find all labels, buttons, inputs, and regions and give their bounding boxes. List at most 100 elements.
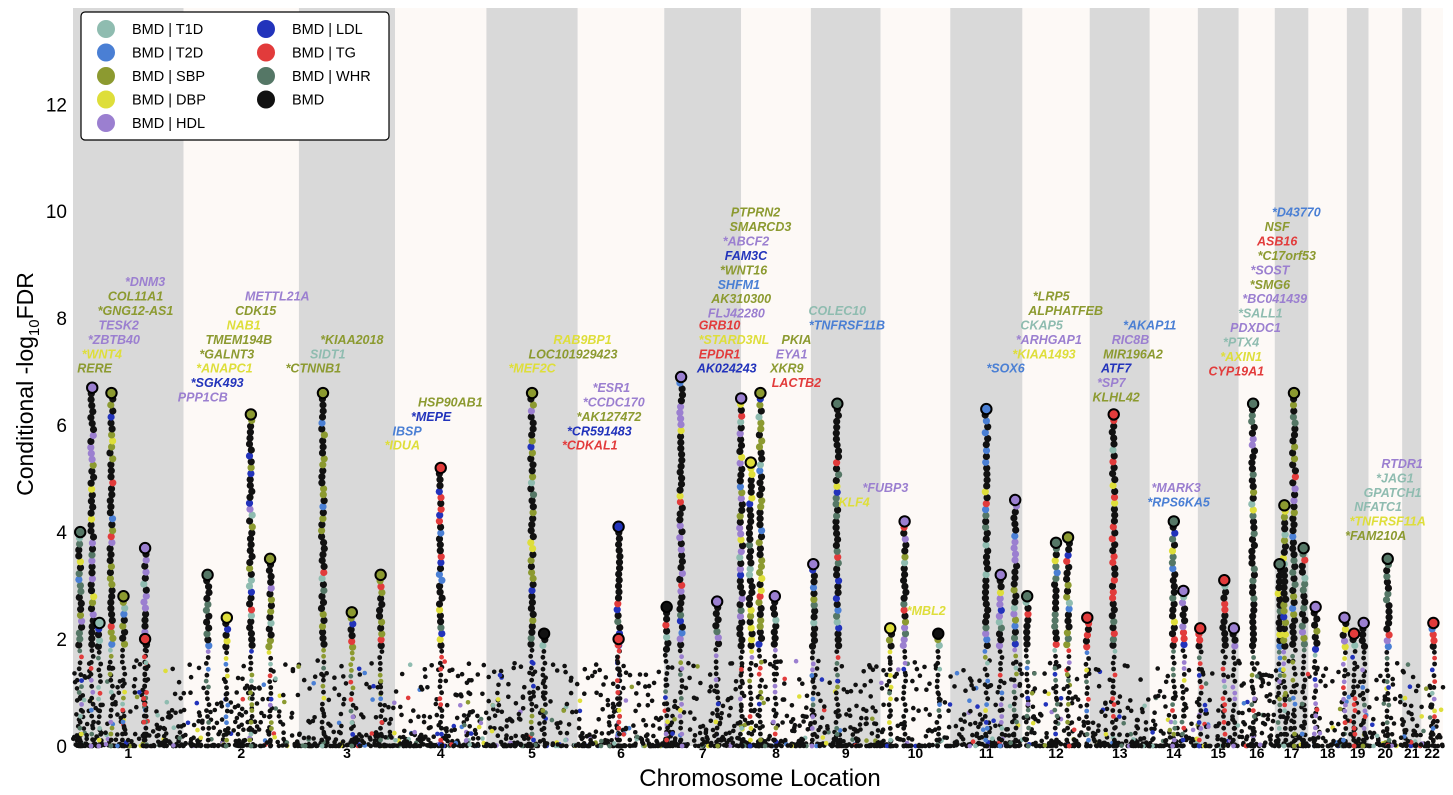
column-point — [529, 580, 537, 589]
background-point — [470, 709, 476, 714]
column-point — [1025, 707, 1031, 713]
column-point — [1171, 684, 1177, 690]
background-point — [558, 730, 563, 736]
background-point — [332, 686, 337, 691]
column-point — [1352, 696, 1358, 702]
column-point — [527, 407, 536, 415]
background-point — [650, 723, 656, 728]
column-point — [319, 598, 328, 607]
gene-label: *TNFRSF11B — [809, 318, 885, 332]
column-point — [1293, 647, 1298, 653]
column-point — [1280, 589, 1288, 598]
column-point — [679, 684, 685, 689]
column-point — [983, 529, 991, 537]
column-point — [901, 547, 909, 555]
background-point — [1392, 696, 1398, 702]
column-point — [748, 725, 754, 731]
background-point — [289, 715, 294, 720]
background-point — [864, 708, 869, 714]
background-point — [491, 706, 496, 712]
column-point — [1299, 731, 1305, 737]
column-point — [832, 429, 840, 437]
column-point — [96, 649, 102, 655]
column-point — [756, 671, 762, 677]
column-point — [79, 654, 84, 660]
column-point — [1276, 642, 1284, 650]
column-point — [1110, 576, 1118, 584]
background-point — [917, 673, 923, 678]
background-point — [967, 698, 972, 703]
column-point — [887, 714, 892, 719]
column-point — [1111, 714, 1116, 719]
gene-label: RIC8B — [1112, 333, 1150, 347]
background-point — [1323, 683, 1328, 689]
column-point — [438, 594, 446, 602]
column-point — [1170, 743, 1175, 749]
column-point — [1352, 666, 1357, 672]
column-point — [1220, 696, 1226, 701]
background-point — [215, 743, 221, 748]
column-point — [615, 737, 621, 743]
column-point — [435, 517, 443, 525]
column-point — [901, 690, 907, 696]
column-point — [1108, 612, 1116, 620]
gene-label: *KIAA2018 — [320, 333, 383, 347]
background-point — [185, 720, 191, 726]
background-point — [708, 743, 714, 748]
column-point — [121, 713, 127, 719]
background-point — [707, 672, 713, 677]
column-point — [678, 629, 686, 637]
column-point — [1276, 595, 1284, 604]
column-point — [378, 684, 384, 690]
column-point — [1023, 622, 1031, 630]
background-point — [854, 743, 859, 749]
column-point — [737, 606, 745, 615]
column-point — [1249, 630, 1257, 638]
peak-point-12 — [345, 606, 359, 619]
background-point — [1261, 712, 1267, 718]
background-point — [353, 735, 359, 740]
column-point — [1023, 628, 1031, 636]
column-point — [746, 565, 754, 573]
column-point — [903, 678, 908, 684]
column-point — [1351, 743, 1357, 749]
column-point — [1249, 624, 1257, 632]
background-point — [641, 717, 646, 723]
background-point — [1019, 671, 1024, 677]
column-point — [1283, 720, 1289, 725]
column-point — [1024, 713, 1030, 719]
peak-point-50 — [1338, 611, 1351, 624]
column-point — [1065, 623, 1073, 631]
column-point — [1086, 737, 1091, 743]
background-point — [963, 688, 968, 693]
background-point — [233, 719, 238, 725]
column-point — [996, 600, 1004, 609]
column-point — [1051, 622, 1059, 631]
column-point — [246, 505, 254, 513]
column-point — [1302, 707, 1308, 713]
column-point — [887, 649, 893, 655]
column-point — [142, 568, 150, 576]
background-point — [422, 667, 428, 672]
background-point — [369, 731, 375, 736]
column-point — [738, 453, 746, 461]
column-point — [1359, 631, 1367, 639]
background-point — [301, 735, 307, 741]
background-point — [1117, 714, 1122, 719]
background-point — [987, 729, 992, 735]
column-point — [141, 696, 147, 701]
column-point — [1052, 593, 1060, 601]
column-point — [109, 455, 117, 463]
column-point — [377, 743, 383, 749]
column-point — [76, 540, 84, 548]
column-point — [736, 483, 745, 491]
background-point — [656, 669, 662, 675]
background-point — [819, 677, 825, 682]
background-point — [155, 713, 160, 718]
background-point — [875, 733, 880, 739]
column-point — [758, 455, 766, 463]
column-point — [1289, 515, 1297, 523]
column-point — [205, 655, 211, 660]
background-point — [980, 727, 986, 732]
column-point — [142, 586, 150, 594]
